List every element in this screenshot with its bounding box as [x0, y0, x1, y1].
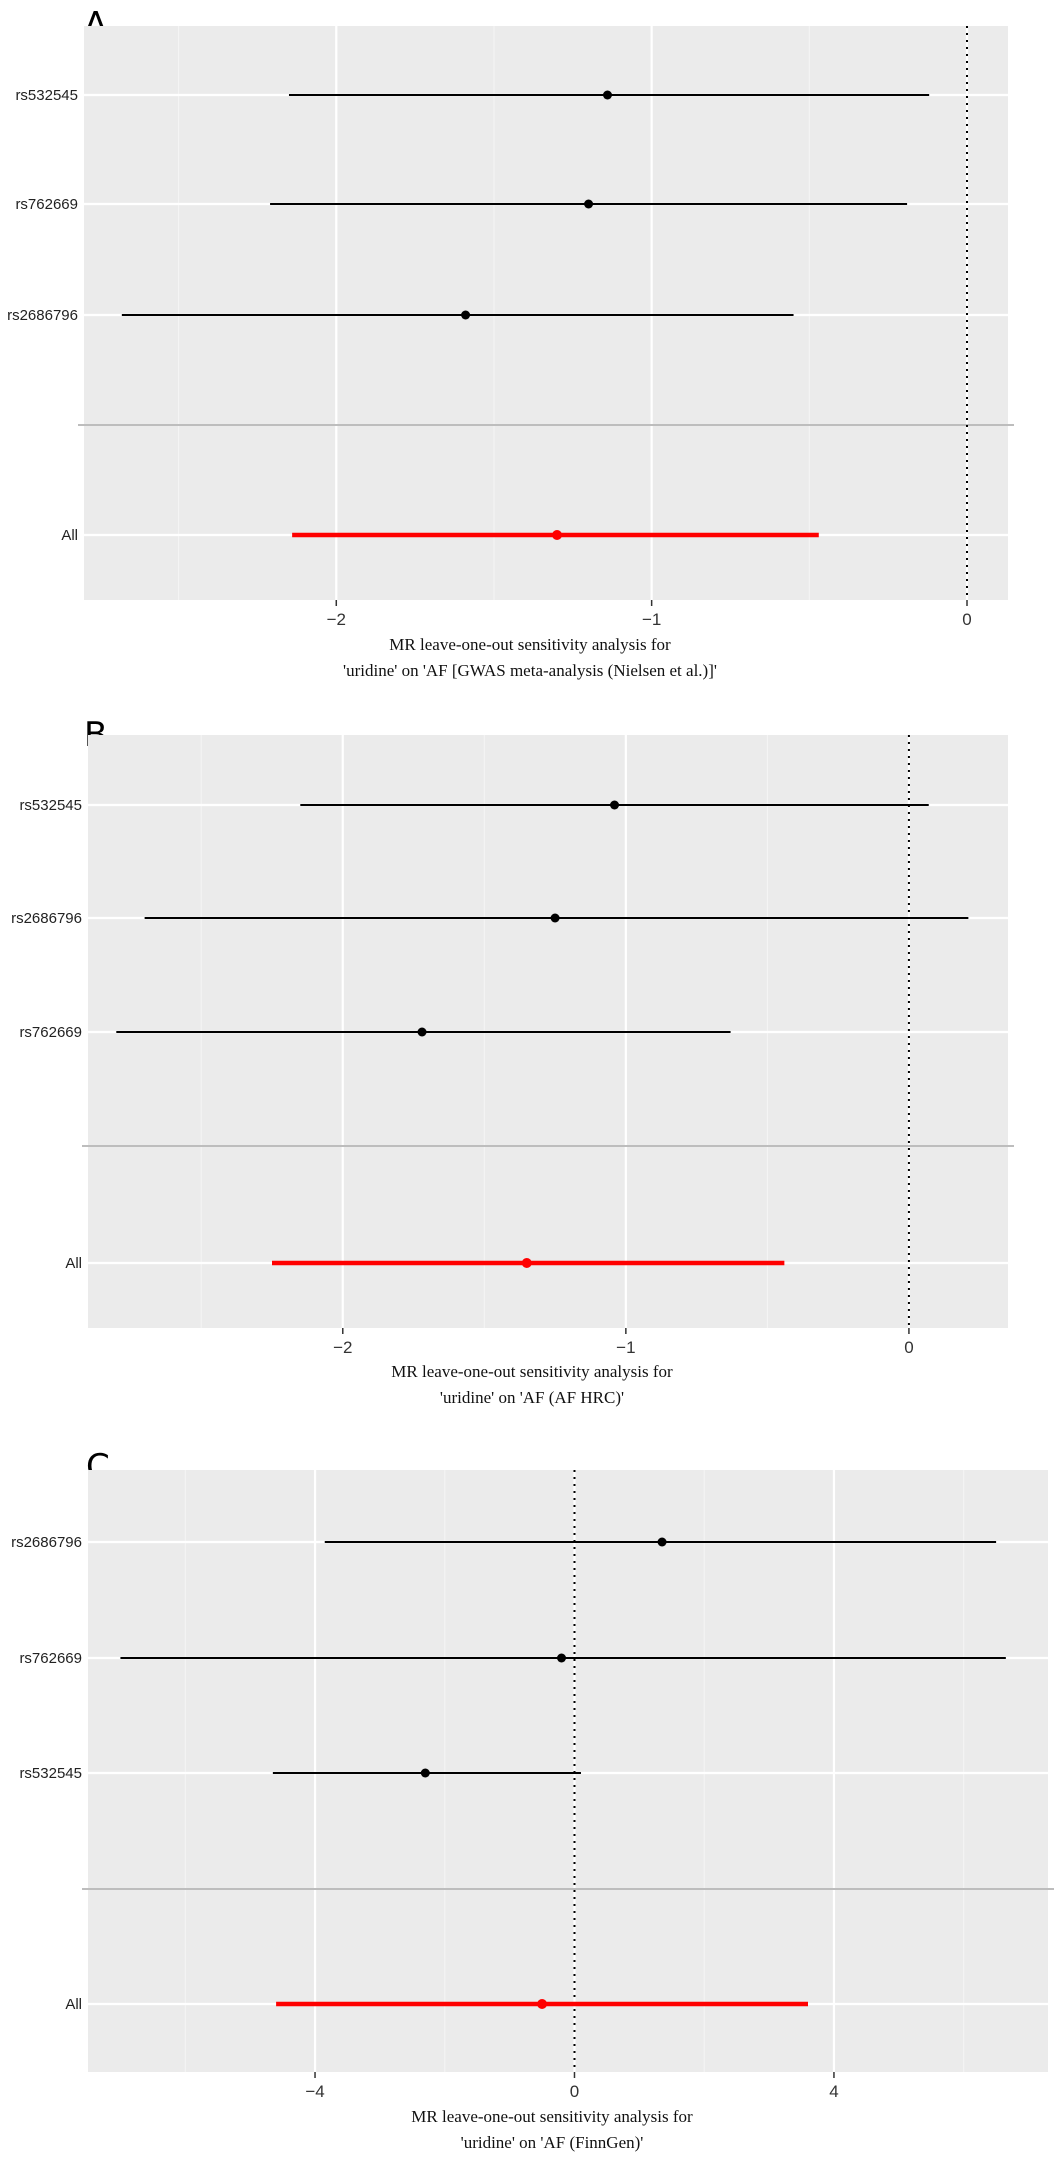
y-label-snp: rs532545	[19, 1765, 82, 1782]
plot-background	[88, 1470, 1048, 2072]
x-tick-label: 0	[962, 610, 971, 629]
x-axis-caption-line: 'uridine' on 'AF [GWAS meta-analysis (Ni…	[343, 661, 717, 680]
overall-estimate-point	[552, 530, 563, 540]
y-label-snp: rs762669	[19, 1024, 82, 1041]
snp-estimate-point	[602, 90, 612, 100]
y-label-snp: rs2686796	[11, 910, 82, 927]
y-label-all: All	[61, 527, 78, 544]
y-label-snp: rs532545	[19, 797, 82, 814]
snp-estimate-point	[657, 1537, 667, 1547]
snp-estimate-point	[584, 199, 594, 209]
y-label-snp: rs2686796	[11, 1534, 82, 1551]
snp-estimate-point	[557, 1653, 567, 1663]
y-label-all: All	[65, 1255, 82, 1272]
y-label-snp: rs532545	[15, 87, 78, 104]
x-axis-caption-line: MR leave-one-out sensitivity analysis fo…	[391, 1362, 673, 1381]
overall-estimate-point	[537, 1999, 548, 2009]
x-tick-label: 0	[570, 2082, 579, 2101]
snp-estimate-point	[417, 1027, 427, 1037]
y-label-all: All	[65, 1996, 82, 2013]
snp-estimate-point	[420, 1768, 430, 1778]
x-axis-caption-line: MR leave-one-out sensitivity analysis fo…	[389, 635, 671, 654]
x-axis-caption-line: 'uridine' on 'AF (AF HRC)'	[440, 1388, 624, 1407]
x-tick-label: −1	[616, 1338, 635, 1357]
x-tick-label: −2	[333, 1338, 352, 1357]
snp-estimate-point	[550, 913, 560, 923]
y-label-snp: rs2686796	[7, 307, 78, 324]
overall-estimate-point	[521, 1258, 532, 1268]
x-tick-label: −4	[305, 2082, 324, 2101]
y-label-snp: rs762669	[15, 196, 78, 213]
x-tick-label: −2	[327, 610, 346, 629]
plot-background	[84, 26, 1008, 600]
y-label-snp: rs762669	[19, 1650, 82, 1667]
snp-estimate-point	[610, 800, 620, 810]
snp-estimate-point	[461, 310, 471, 320]
x-tick-label: −1	[642, 610, 661, 629]
x-tick-label: 4	[829, 2082, 838, 2101]
x-axis-caption-line: MR leave-one-out sensitivity analysis fo…	[411, 2107, 693, 2126]
x-axis-caption-line: 'uridine' on 'AF (FinnGen)'	[461, 2133, 644, 2152]
x-tick-label: 0	[904, 1338, 913, 1357]
